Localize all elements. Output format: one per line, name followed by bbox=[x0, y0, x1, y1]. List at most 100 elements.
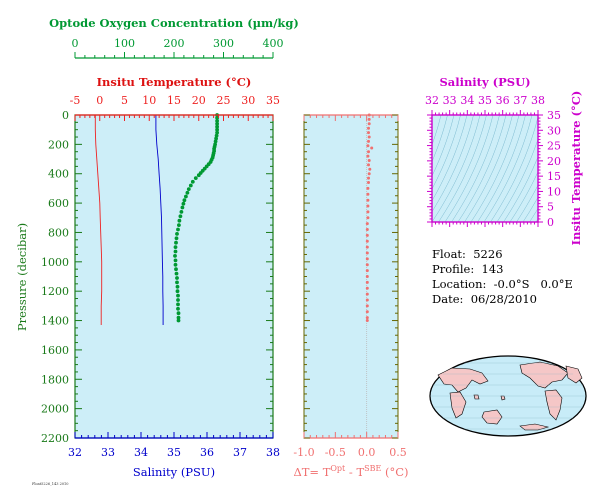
pressure-tick-label: 400 bbox=[48, 168, 69, 181]
oxygen-point bbox=[174, 267, 178, 271]
temperature-axis-label: Insitu Temperature (°C) bbox=[97, 75, 252, 89]
oxygen-point bbox=[176, 307, 180, 311]
delta-point bbox=[366, 316, 369, 319]
ts-y-tick-label: 25 bbox=[547, 140, 561, 153]
pressure-axis-label: Pressure (decibar) bbox=[15, 223, 29, 331]
float-line: Float: 5226 bbox=[432, 247, 573, 262]
oxygen-point bbox=[184, 195, 188, 199]
delta-point bbox=[367, 127, 370, 130]
delta-point bbox=[366, 199, 369, 202]
oxygen-point bbox=[177, 311, 181, 315]
temperature-tick-label: 15 bbox=[167, 94, 181, 107]
ts-background bbox=[432, 115, 538, 222]
delta-point bbox=[367, 150, 370, 153]
pressure-axis-ticks: 0200400600800100012001400160018002000220… bbox=[41, 109, 69, 445]
delta-point bbox=[367, 181, 370, 184]
world-map bbox=[430, 356, 586, 436]
oxygen-tick-label: 200 bbox=[164, 37, 185, 50]
pressure-tick-label: 1000 bbox=[41, 256, 69, 269]
delta-tick-label: 0.0 bbox=[358, 446, 376, 459]
temperature-tick-label: 10 bbox=[142, 94, 156, 107]
oxygen-point bbox=[178, 219, 182, 223]
delta-point bbox=[366, 263, 369, 266]
salinity-tick-label: 32 bbox=[68, 446, 82, 459]
delta-point bbox=[366, 281, 369, 284]
salinity-axis-label: Salinity (PSU) bbox=[133, 465, 215, 479]
delta-point bbox=[366, 310, 369, 313]
pressure-tick-label: 0 bbox=[62, 109, 69, 122]
oxygen-tick-label: 100 bbox=[114, 37, 135, 50]
delta-tick-label: -1.0 bbox=[293, 446, 314, 459]
oxygen-point bbox=[180, 210, 184, 214]
ts-x-tick-label: 37 bbox=[513, 94, 527, 107]
oxygen-point bbox=[176, 298, 180, 302]
oxygen-point bbox=[182, 202, 186, 206]
delta-point bbox=[367, 140, 370, 143]
ts-x-tick-label: 32 bbox=[425, 94, 439, 107]
oxygen-point bbox=[175, 276, 179, 280]
oxygen-point bbox=[177, 319, 181, 323]
delta-point bbox=[368, 136, 371, 139]
oxygen-point bbox=[189, 184, 193, 188]
temperature-tick-label: 5 bbox=[121, 94, 128, 107]
pressure-tick-label: 2200 bbox=[41, 432, 69, 445]
oxygen-point bbox=[176, 228, 180, 232]
delta-point bbox=[366, 187, 369, 190]
delta-axis-label: ΔT= TOpt - TSBE (°C) bbox=[293, 464, 408, 479]
float-info: Float: 5226 Profile: 143 Location: -0.0°… bbox=[432, 247, 573, 307]
oxygen-point bbox=[191, 180, 195, 184]
oxygen-point bbox=[175, 272, 179, 276]
temperature-tick-label: 30 bbox=[241, 94, 255, 107]
delta-point bbox=[366, 299, 369, 302]
oxygen-point bbox=[186, 191, 190, 195]
oxygen-point bbox=[179, 214, 183, 218]
delta-point bbox=[366, 228, 369, 231]
delta-point bbox=[367, 131, 370, 134]
salinity-tick-label: 33 bbox=[101, 446, 115, 459]
ts-y-tick-label: 10 bbox=[547, 185, 561, 198]
oxygen-point bbox=[175, 236, 179, 240]
oxygen-point bbox=[174, 241, 178, 245]
ts-ylabel: Insitu Temperature (°C) bbox=[569, 91, 583, 246]
oxygen-point bbox=[183, 198, 187, 202]
profile-line: Profile: 143 bbox=[432, 262, 573, 277]
oxygen-point bbox=[175, 281, 179, 285]
delta-point bbox=[366, 216, 369, 219]
delta-point bbox=[366, 275, 369, 278]
delta-point bbox=[366, 210, 369, 213]
delta-tick-label: -0.5 bbox=[325, 446, 346, 459]
ts-y-tick-label: 35 bbox=[547, 109, 561, 122]
delta-point bbox=[367, 177, 370, 180]
pressure-tick-label: 1200 bbox=[41, 285, 69, 298]
oxygen-axis-label: Optode Oxygen Concentration (µm/kg) bbox=[49, 16, 299, 30]
oxygen-point bbox=[181, 206, 185, 210]
ts-x-tick-label: 36 bbox=[496, 94, 510, 107]
salinity-tick-label: 36 bbox=[200, 446, 214, 459]
continent-shape bbox=[501, 396, 505, 400]
oxygen-point bbox=[174, 245, 178, 249]
oxygen-point bbox=[174, 259, 178, 263]
delta-point bbox=[366, 193, 369, 196]
figure-tag: Float5226_143 2010 bbox=[32, 482, 69, 486]
oxygen-point bbox=[177, 223, 181, 227]
oxygen-point bbox=[197, 173, 201, 177]
delta-point bbox=[368, 172, 371, 175]
oxygen-point bbox=[176, 303, 180, 307]
pressure-axis: 0200400600800100012001400160018002000220… bbox=[15, 109, 69, 445]
salinity-tick-label: 34 bbox=[134, 446, 148, 459]
oxygen-tick-label: 300 bbox=[213, 37, 234, 50]
delta-point bbox=[366, 205, 369, 208]
ts-x-tick-label: 34 bbox=[460, 94, 474, 107]
delta-point bbox=[366, 240, 369, 243]
delta-point bbox=[366, 252, 369, 255]
salinity-tick-label: 37 bbox=[233, 446, 247, 459]
delta-point bbox=[366, 287, 369, 290]
ts-y-tick-label: 15 bbox=[547, 170, 561, 183]
oxygen-point bbox=[176, 289, 180, 293]
